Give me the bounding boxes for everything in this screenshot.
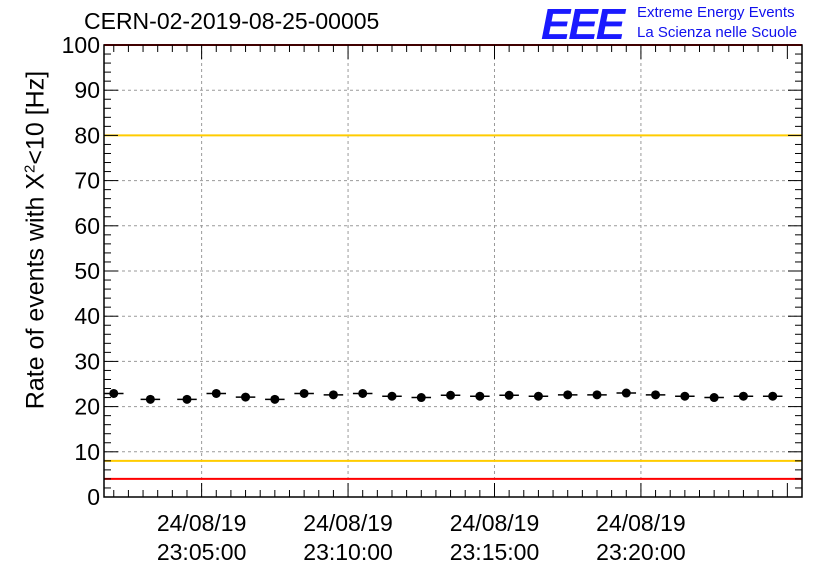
y-tick-label: 100 [62, 32, 100, 58]
x-tick-label-time: 23:15:00 [450, 539, 540, 565]
y-tick-label: 40 [74, 303, 100, 329]
chart-title: CERN-02-2019-08-25-00005 [84, 8, 380, 34]
data-point [299, 388, 309, 398]
x-tick-label-date: 24/08/19 [596, 510, 686, 536]
data-point [145, 394, 155, 404]
data-point [358, 388, 368, 398]
x-tick-label-time: 23:20:00 [596, 539, 686, 565]
x-tick-label-time: 23:10:00 [303, 539, 393, 565]
data-point [592, 390, 602, 400]
x-tick-label-time: 23:05:00 [157, 539, 247, 565]
data-point [241, 392, 251, 402]
data-point [563, 390, 573, 400]
data-point [768, 391, 778, 401]
data-point [182, 394, 192, 404]
data-point [651, 390, 661, 400]
y-tick-label: 50 [74, 258, 100, 284]
logo-line-1: Extreme Energy Events [637, 4, 795, 21]
eee-logo-mark: EEE [541, 0, 625, 49]
data-point [680, 391, 690, 401]
data-point [416, 393, 426, 403]
logo-line-2: La Scienza nelle Scuole [637, 24, 798, 41]
data-point [533, 391, 543, 401]
x-tick-label-date: 24/08/19 [450, 510, 540, 536]
data-point [446, 390, 456, 400]
y-tick-label: 10 [74, 439, 100, 465]
y-tick-label: 20 [74, 394, 100, 420]
data-point [270, 394, 280, 404]
x-tick-label-date: 24/08/19 [157, 510, 247, 536]
data-point [709, 393, 719, 403]
data-point [328, 390, 338, 400]
data-point [211, 388, 221, 398]
y-tick-label: 90 [74, 77, 100, 103]
data-point [475, 391, 485, 401]
data-point [621, 388, 631, 398]
y-axis-label: Rate of events with X2<10 [Hz] [21, 70, 50, 410]
y-tick-label: 80 [74, 122, 100, 148]
data-point [738, 391, 748, 401]
y-tick-label: 0 [87, 484, 100, 510]
data-point [387, 391, 397, 401]
y-tick-label: 60 [74, 213, 100, 239]
data-point [504, 390, 514, 400]
y-tick-label: 30 [74, 348, 100, 374]
data-point [109, 388, 119, 398]
x-tick-label-date: 24/08/19 [303, 510, 393, 536]
y-tick-label: 70 [74, 168, 100, 194]
